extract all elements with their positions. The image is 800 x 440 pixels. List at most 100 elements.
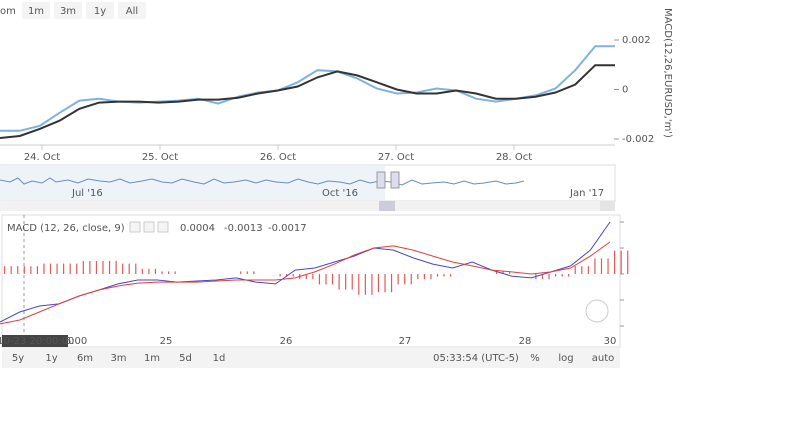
histogram-bar [36,266,38,274]
histogram-bar [614,250,616,274]
price-line [0,45,615,132]
histogram-bar [325,274,327,285]
histogram-bar [174,271,176,274]
histogram-bar [108,261,111,274]
histogram-bar [76,263,78,274]
histogram-bar [141,268,143,274]
histogram-bar [338,274,340,290]
histogram-bar [102,261,104,274]
crosshair-label: -10-23 20:00:00 [0,336,74,347]
histogram-bar [541,274,544,280]
histogram-bar [384,274,386,293]
y-tick-label: 0.002 [622,35,651,46]
histogram-bar [279,274,281,277]
histogram-bar [364,274,366,295]
indicator-icon[interactable] [143,221,155,233]
histogram-bar [305,274,307,280]
range-button[interactable]: 6m [77,353,93,364]
histogram-bar [410,274,412,285]
range-button[interactable] [118,2,146,19]
histogram-bar [30,266,32,274]
histogram-bar [443,274,445,277]
macd-line [0,241,611,325]
price-line [0,64,615,139]
histogram-bar [69,263,71,274]
histogram-bar [148,268,150,274]
bottom-toolbar [2,348,620,368]
indicator-icon[interactable] [157,221,169,233]
histogram-bar [312,274,314,280]
option-button[interactable]: % [530,353,540,364]
range-button[interactable]: 1m [144,353,160,364]
histogram-bar [509,271,511,274]
histogram-bar [246,271,248,274]
histogram-bar [581,266,583,274]
navigator-label: Oct '16 [322,188,358,199]
indicator-header: MACD (12, 26, close, 9) [7,223,125,234]
x-tick-label: 26 [280,336,293,347]
indicator-icon[interactable] [129,221,141,233]
zoom-label: om [0,6,16,17]
y-tick-label: 0 [622,85,628,96]
x-tick-label: 28. Oct [496,152,532,163]
histogram-bar [154,268,157,274]
histogram-bar [620,250,622,274]
histogram-bar [122,263,124,274]
x-tick-label: 26. Oct [260,152,296,163]
histogram-bar [82,261,84,274]
histogram-bar [89,261,91,274]
histogram-bar [371,274,373,295]
range-button-label[interactable]: 1y [94,6,106,17]
navigator-line [0,177,525,186]
indicator-value: 0.0004 [180,223,215,234]
y-tick-label: -0.002 [622,134,654,145]
histogram-bar [436,274,439,277]
histogram-bar [607,258,609,274]
range-button[interactable] [86,2,114,19]
range-button[interactable]: 3m [110,353,126,364]
histogram-bar [568,274,570,277]
histogram-bar [450,274,452,277]
range-button-label[interactable]: 3m [60,6,76,17]
navigator-handle[interactable] [376,171,386,189]
option-button[interactable]: log [558,353,573,364]
navigator-label: Jul '16 [71,188,103,199]
x-tick-label: 28 [519,336,532,347]
histogram-bar [253,271,255,274]
range-button[interactable] [54,2,82,19]
histogram-bar [404,274,406,285]
x-tick-label: 27 [399,336,412,347]
histogram-bar [600,258,603,274]
x-tick-label: 6:00 [65,336,87,347]
histogram-bar [397,274,399,285]
range-button[interactable]: 5y [12,353,24,364]
navigator-handle[interactable] [390,171,400,189]
range-button-label[interactable]: 1m [28,6,44,17]
range-button[interactable]: 5d [179,353,192,364]
histogram-bar [240,271,242,274]
axis-title: MACD(12,26,EURUSD,'m') [662,8,673,138]
scroll-right-button[interactable] [585,299,609,323]
scrollbar-thumb[interactable] [379,201,395,211]
indicator-value: -0.0013 [224,223,263,234]
scroll-button[interactable] [600,201,615,211]
histogram-bar [594,258,596,274]
indicator-value: -0.0017 [268,223,307,234]
histogram-bar [548,274,550,280]
range-button[interactable]: 1y [45,353,57,364]
histogram-bar [377,274,380,293]
histogram-bar [135,263,137,274]
histogram-bar [574,266,576,274]
histogram-bar [10,266,12,274]
range-button[interactable]: 1d [213,353,226,364]
histogram-bar [358,274,360,295]
histogram-bar [561,274,563,277]
range-button-label[interactable]: All [126,6,138,17]
option-button[interactable]: auto [592,353,615,364]
histogram-bar [417,274,419,280]
histogram-bar [43,263,45,274]
histogram-bar [423,274,425,280]
histogram-bar [627,250,629,274]
histogram-bar [331,274,334,285]
range-button[interactable] [22,2,50,19]
